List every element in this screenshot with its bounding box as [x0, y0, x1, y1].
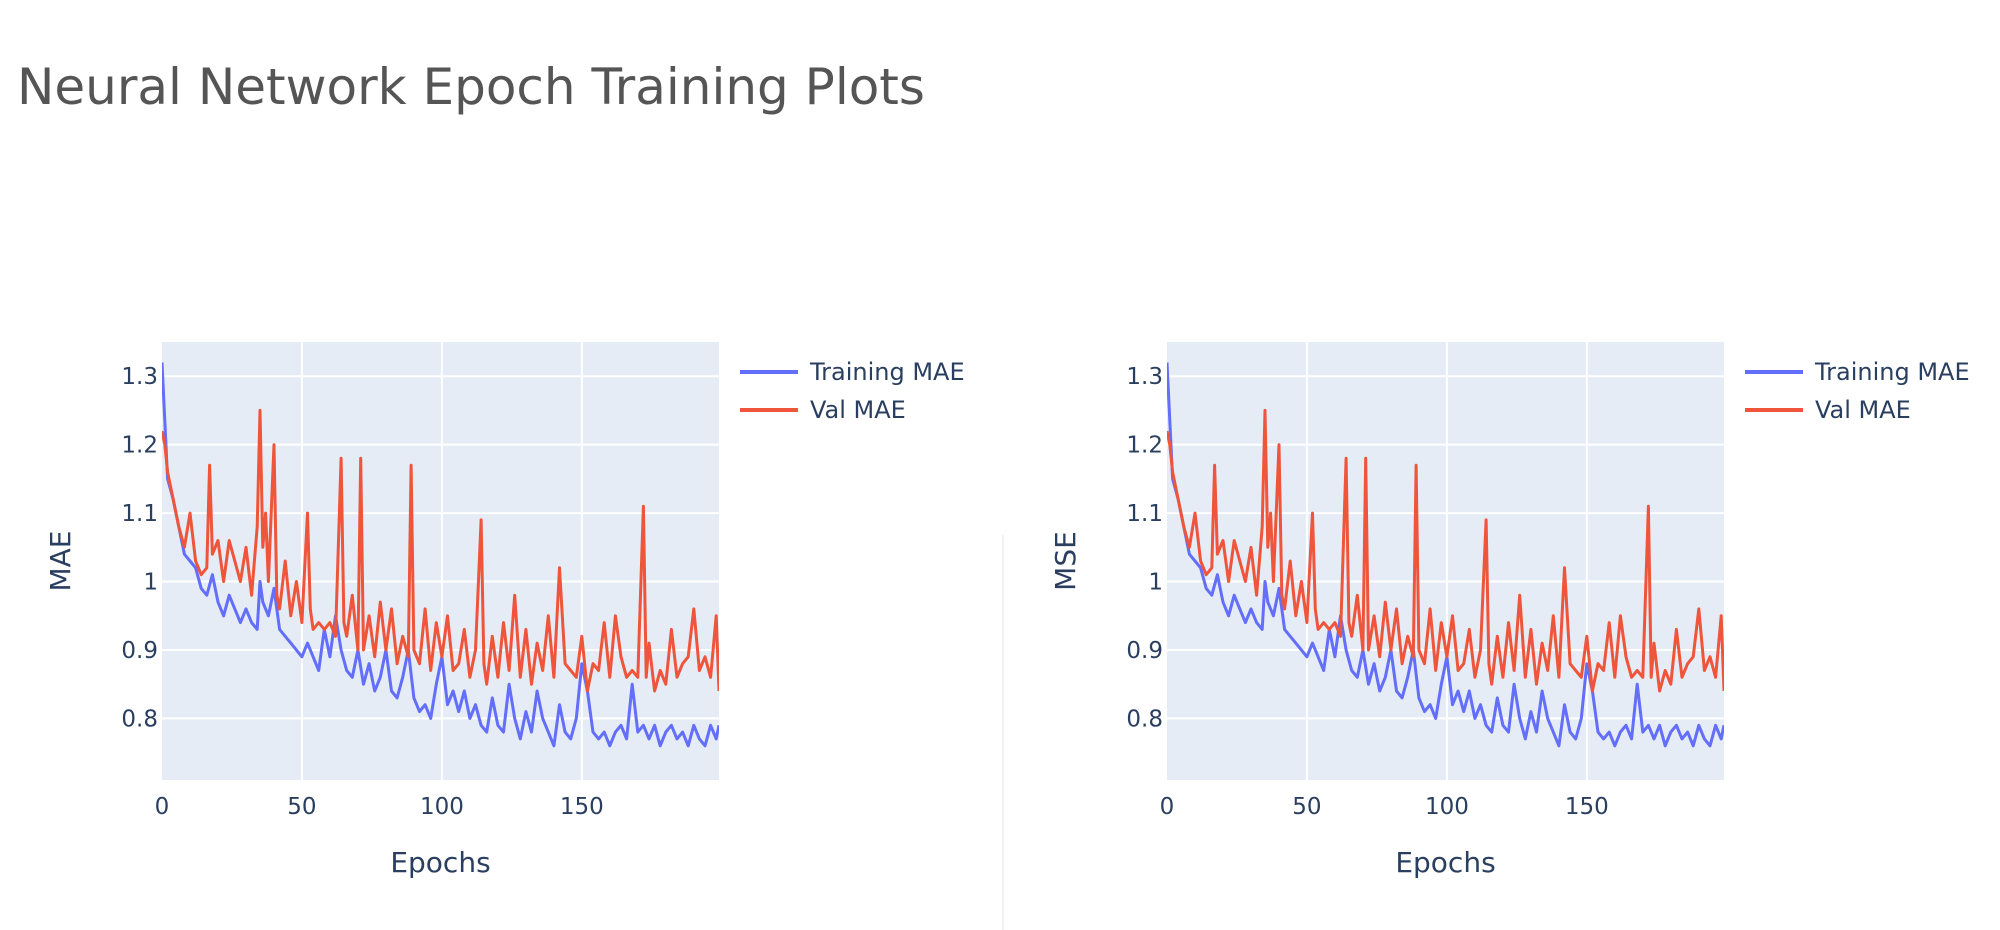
legend-label: Training MAE — [1814, 358, 1970, 386]
x-axis-title: Epochs — [1395, 846, 1495, 879]
y-tick-label: 0.8 — [1126, 706, 1163, 732]
subplot-2: 0 50 100 150 0.8 0.9 1 1.1 1.2 1.3 Epochs MSE Traini… — [1049, 342, 1970, 879]
y-tick-label: 0.9 — [1126, 638, 1163, 664]
y-axis-title: MSE — [1049, 531, 1082, 591]
series-line-validation — [162, 408, 719, 693]
legend-label: Val MAE — [810, 396, 906, 424]
x-tick-label: 100 — [420, 794, 464, 820]
series-line-training — [162, 362, 719, 748]
y-tick-label: 0.9 — [121, 638, 158, 664]
x-tick-label: 150 — [1565, 794, 1609, 820]
y-tick-label: 1.1 — [1126, 501, 1163, 527]
x-axis-title: Epochs — [390, 846, 490, 879]
legend-item-validation[interactable]: Val MAE — [740, 396, 906, 424]
x-tick-label: 50 — [287, 794, 316, 820]
x-tick-label: 0 — [1160, 794, 1175, 820]
y-tick-label: 1.2 — [1126, 433, 1163, 459]
legend-item-training[interactable]: Training MAE — [740, 358, 965, 386]
y-axis-title: MAE — [44, 530, 77, 591]
x-tick-label: 0 — [155, 794, 170, 820]
x-tick-label: 100 — [1425, 794, 1469, 820]
page-title: Neural Network Epoch Training Plots — [17, 58, 925, 116]
legend-item-validation[interactable]: Val MAE — [1745, 396, 1911, 424]
legend-label: Val MAE — [1815, 396, 1911, 424]
series-line-validation — [1167, 408, 1724, 693]
legend-item-training[interactable]: Training MAE — [1745, 358, 1970, 386]
legend-label: Training MAE — [809, 358, 965, 386]
subplot-1: 0 50 100 150 0.8 0.9 1 1.1 1.2 1.3 Epochs MAE Traini… — [44, 342, 965, 879]
y-tick-label: 1.2 — [121, 433, 158, 459]
x-tick-label: 150 — [560, 794, 604, 820]
y-tick-label: 1.1 — [121, 501, 158, 527]
y-tick-label: 1.3 — [121, 364, 158, 390]
y-tick-label: 1 — [1148, 570, 1163, 596]
y-tick-label: 0.8 — [121, 706, 158, 732]
y-tick-label: 1 — [143, 570, 158, 596]
subplot-divider — [1002, 535, 1004, 930]
x-tick-label: 50 — [1292, 794, 1321, 820]
series-line-training — [1167, 362, 1724, 748]
y-tick-label: 1.3 — [1126, 364, 1163, 390]
